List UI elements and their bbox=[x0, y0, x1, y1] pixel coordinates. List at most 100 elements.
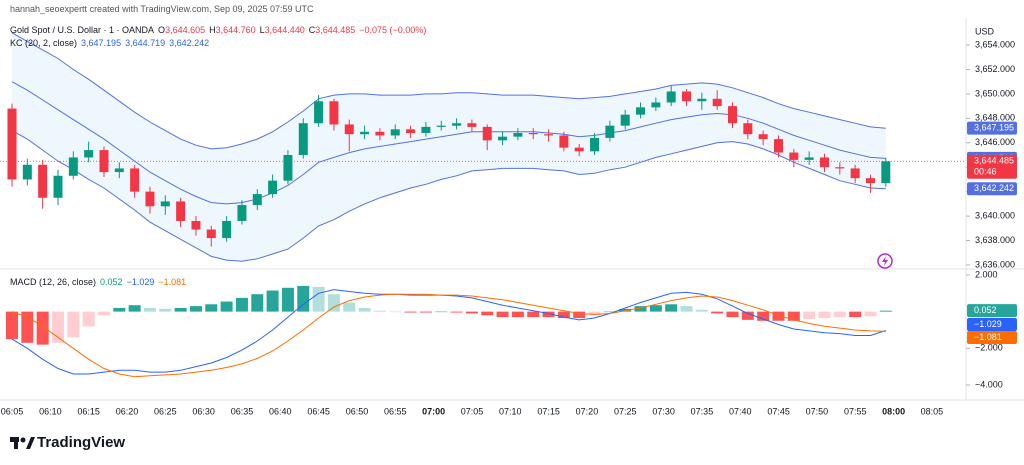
x-tick-label: 06:50 bbox=[346, 406, 369, 416]
candle-body bbox=[68, 157, 78, 176]
macd-badge-label: 0.052 bbox=[974, 305, 997, 315]
kc-name: KC (20, 2, close) bbox=[10, 38, 78, 48]
candle-body bbox=[605, 125, 615, 138]
candle-body bbox=[344, 124, 354, 135]
kc-band bbox=[12, 32, 886, 262]
histogram-bar bbox=[358, 307, 371, 312]
histogram-bar bbox=[772, 311, 785, 321]
histogram-bar bbox=[557, 311, 570, 319]
y-tick-label: 3,636.000 bbox=[975, 259, 1015, 269]
histogram-bar bbox=[603, 311, 616, 313]
candle-body bbox=[789, 152, 799, 160]
histogram-bar bbox=[189, 306, 202, 312]
x-tick-label: 06:25 bbox=[154, 406, 177, 416]
replay-icon[interactable] bbox=[877, 253, 893, 269]
histogram-bar bbox=[757, 311, 770, 321]
kc-value: 3,647.195 bbox=[81, 38, 122, 48]
macd-name: MACD (12, 26, close) bbox=[10, 277, 97, 287]
candle-body bbox=[482, 126, 492, 141]
candle-body bbox=[559, 135, 569, 148]
histogram-bar bbox=[312, 286, 325, 312]
histogram-bar bbox=[113, 307, 126, 312]
histogram-bar bbox=[343, 302, 356, 312]
y-tick-label: 3,638.000 bbox=[975, 235, 1015, 245]
last-price-badge bbox=[967, 154, 1017, 179]
candle-body bbox=[298, 123, 308, 155]
ohlc-value: 3,644.485 bbox=[315, 25, 356, 35]
histogram-bar bbox=[281, 287, 294, 312]
macd-legend: MACD (12, 26, close) 0.052 −1.029 −1.081 bbox=[10, 277, 190, 287]
histogram-bar bbox=[373, 310, 386, 312]
candle-body bbox=[544, 134, 554, 136]
histogram-bar bbox=[97, 311, 110, 316]
macd-line bbox=[11, 293, 886, 378]
candle-body bbox=[406, 129, 416, 134]
ohlc-key: C bbox=[308, 25, 316, 35]
histogram-bar bbox=[143, 307, 156, 312]
y-tick-label: 3,650.000 bbox=[975, 88, 1015, 98]
candle-body bbox=[160, 201, 170, 207]
histogram-bar bbox=[527, 311, 540, 318]
histogram-bar bbox=[297, 285, 310, 312]
ohlc-value: 3,644.760 bbox=[215, 25, 256, 35]
histogram-bar bbox=[327, 294, 340, 312]
candle-body bbox=[697, 98, 707, 102]
candle-body bbox=[666, 91, 676, 103]
candle-body bbox=[222, 220, 232, 239]
histogram-bar bbox=[435, 311, 448, 313]
candle-body bbox=[99, 150, 109, 173]
y-tick-label: 3,648.000 bbox=[975, 113, 1015, 123]
candle-body bbox=[7, 108, 17, 180]
histogram-bar bbox=[235, 297, 248, 312]
candle-body bbox=[850, 168, 860, 179]
candle-body bbox=[467, 123, 477, 127]
histogram-bar bbox=[159, 308, 172, 312]
histogram-bar bbox=[205, 304, 218, 312]
y-tick-label: 3,646.000 bbox=[975, 137, 1015, 147]
ohlc-value: 3,644.605 bbox=[165, 25, 206, 35]
histogram-bar bbox=[266, 290, 279, 312]
candle-body bbox=[84, 150, 94, 158]
countdown: 00:46 bbox=[974, 167, 997, 177]
histogram-bar bbox=[879, 310, 892, 312]
candle-body bbox=[513, 133, 523, 137]
price-badge bbox=[967, 182, 1017, 196]
candle-body bbox=[375, 131, 385, 136]
x-tick-label: 07:25 bbox=[614, 406, 637, 416]
candle-body bbox=[651, 102, 661, 108]
candle-body bbox=[620, 114, 630, 126]
histogram-bar bbox=[128, 305, 141, 312]
histogram-bar bbox=[21, 311, 34, 343]
histogram-bar bbox=[67, 311, 80, 338]
candle-body bbox=[452, 123, 462, 126]
price-badge-label: 3,647.195 bbox=[974, 123, 1014, 133]
signal-value: −1.081 bbox=[158, 277, 187, 287]
candle-body bbox=[712, 98, 722, 107]
y-tick-label: 3,652.000 bbox=[975, 64, 1015, 74]
x-tick-label: 07:55 bbox=[844, 406, 867, 416]
candle-body bbox=[682, 91, 692, 102]
histogram-bar bbox=[803, 311, 816, 319]
price-badge bbox=[967, 121, 1017, 135]
currency: USD bbox=[975, 26, 995, 36]
candle-body bbox=[38, 164, 48, 198]
x-tick-label: 07:35 bbox=[691, 406, 714, 416]
candle-body bbox=[436, 125, 446, 127]
candle-body bbox=[498, 136, 508, 141]
histogram-bar bbox=[220, 301, 233, 312]
x-tick-label: 07:10 bbox=[499, 406, 522, 416]
symbol-legend: Gold Spot / U.S. Dollar · 1 · OANDA O3,64… bbox=[10, 25, 430, 35]
candle-body bbox=[819, 157, 829, 168]
ohlc-key: L bbox=[259, 25, 265, 35]
candle-body bbox=[390, 129, 400, 136]
histogram-bar bbox=[741, 311, 754, 320]
candle-body bbox=[804, 157, 814, 160]
x-tick-label: 06:10 bbox=[39, 406, 62, 416]
macd-line bbox=[11, 289, 886, 375]
x-tick-label: 06:45 bbox=[307, 406, 330, 416]
candle-body bbox=[191, 220, 201, 230]
price-badge-label: 3,642.242 bbox=[974, 183, 1014, 193]
candle-body bbox=[574, 147, 584, 152]
y-tick-label: 3,640.000 bbox=[975, 210, 1015, 220]
